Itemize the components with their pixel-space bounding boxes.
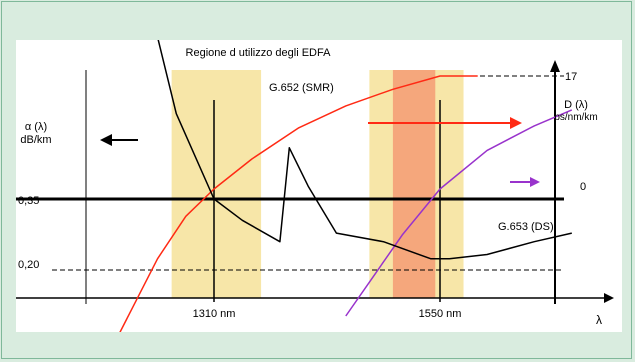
fiber-chart: Regione d utilizzo degli EDFA α (λ) dB/k… <box>16 40 614 332</box>
left-tick-020: 0,20 <box>18 259 39 271</box>
curve-3 <box>157 40 572 260</box>
arrow-red-head <box>510 117 522 129</box>
band-3 <box>392 70 436 298</box>
arrow-purple-head <box>530 177 540 187</box>
left-tick-035: 0,35 <box>18 195 39 207</box>
x-axis-label: λ <box>596 313 602 327</box>
chart-title: Regione d utilizzo degli EDFA <box>186 47 332 59</box>
left-axis-label-2: dB/km <box>20 134 51 146</box>
x-axis-arrowhead <box>604 293 614 303</box>
curve-1 <box>119 75 478 332</box>
right-axis-label-2: ps/nm/km <box>554 112 597 123</box>
x-tick-1550: 1550 nm <box>419 308 462 320</box>
direction-arrows <box>100 117 540 187</box>
right-axis-label-1: D (λ) <box>564 99 588 111</box>
right-tick-0: 0 <box>580 181 586 193</box>
curves <box>119 40 573 332</box>
chart-panel: Regione d utilizzo degli EDFA α (λ) dB/k… <box>16 40 622 332</box>
x-tick-1310: 1310 nm <box>193 308 236 320</box>
wavelength-bands <box>171 70 464 298</box>
series-label-g652: G.652 (SMR) <box>269 82 334 94</box>
axes <box>16 60 614 304</box>
arrow-left-head <box>100 134 112 146</box>
series-label-g653: G.653 (DS) <box>498 221 554 233</box>
left-axis-label-1: α (λ) <box>25 121 47 133</box>
curve-2 <box>345 109 573 317</box>
right-axis-arrowhead <box>550 60 560 72</box>
right-tick-17: 17 <box>565 71 577 83</box>
band-1 <box>171 70 262 298</box>
